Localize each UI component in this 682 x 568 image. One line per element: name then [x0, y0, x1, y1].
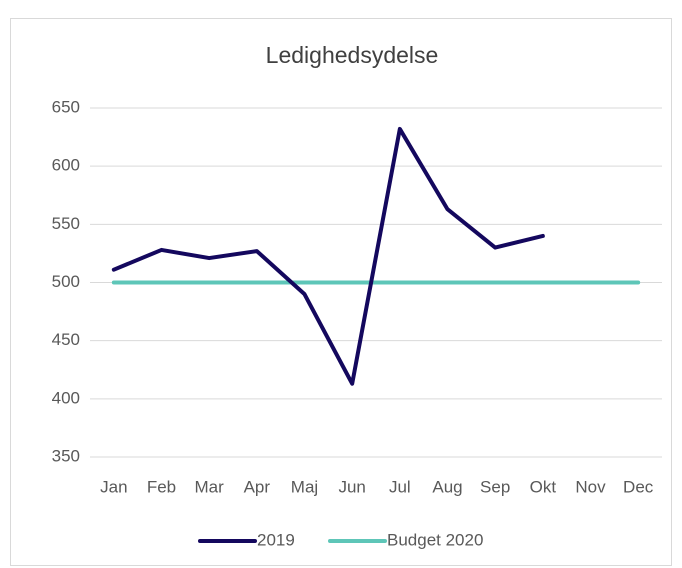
legend-label: 2019	[257, 530, 295, 549]
y-tick-label: 550	[52, 214, 80, 233]
chart-title: Ledighedsydelse	[266, 42, 439, 68]
y-tick-label: 350	[52, 446, 80, 465]
x-tick-label: Feb	[147, 477, 176, 496]
y-tick-label: 650	[52, 97, 80, 116]
line-series	[111, 126, 545, 386]
x-tick-label: Apr	[244, 477, 271, 496]
x-tick-label: Jul	[389, 477, 411, 496]
x-tick-label: Aug	[432, 477, 462, 496]
x-tick-label: Jan	[100, 477, 127, 496]
x-tick-label: Dec	[623, 477, 654, 496]
x-tick-label: Sep	[480, 477, 510, 496]
x-tick-label: Okt	[530, 477, 557, 496]
x-tick-label: Jun	[338, 477, 365, 496]
x-tick-label: Mar	[195, 477, 225, 496]
chart-border	[10, 18, 672, 566]
x-tick-label: Maj	[291, 477, 318, 496]
x-tick-label: Nov	[575, 477, 606, 496]
y-tick-label: 400	[52, 388, 80, 407]
y-tick-label: 600	[52, 156, 80, 175]
y-tick-label: 450	[52, 330, 80, 349]
y-tick-label: 500	[52, 272, 80, 291]
legend-label: Budget 2020	[387, 530, 483, 549]
